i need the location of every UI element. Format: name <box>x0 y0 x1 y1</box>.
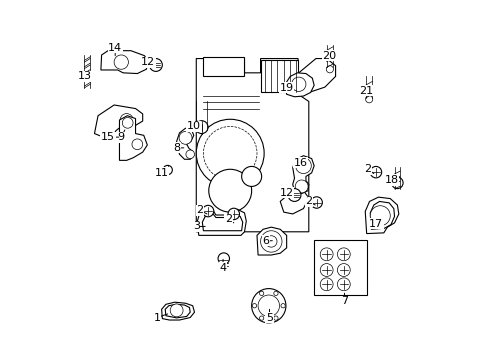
Circle shape <box>281 303 285 308</box>
Polygon shape <box>162 302 194 320</box>
Polygon shape <box>280 191 308 214</box>
Circle shape <box>258 295 279 316</box>
Polygon shape <box>196 59 308 232</box>
Text: 21: 21 <box>359 86 373 96</box>
Circle shape <box>369 206 389 226</box>
Text: 1: 1 <box>153 312 160 323</box>
Circle shape <box>196 119 264 187</box>
Circle shape <box>265 236 276 247</box>
Polygon shape <box>176 128 193 159</box>
Circle shape <box>320 264 332 276</box>
Text: 7: 7 <box>340 296 347 306</box>
Text: 18: 18 <box>384 175 398 185</box>
Text: 2: 2 <box>364 164 370 174</box>
Circle shape <box>163 165 172 175</box>
Circle shape <box>251 289 285 323</box>
Bar <box>203 57 244 76</box>
Polygon shape <box>101 51 148 73</box>
Text: 10: 10 <box>186 121 201 131</box>
Circle shape <box>114 55 128 69</box>
Circle shape <box>369 166 381 178</box>
Circle shape <box>310 197 322 208</box>
Circle shape <box>208 169 251 212</box>
Polygon shape <box>294 59 335 93</box>
Polygon shape <box>285 73 313 97</box>
Polygon shape <box>365 197 398 234</box>
Circle shape <box>260 231 282 252</box>
Polygon shape <box>257 227 286 255</box>
Circle shape <box>320 248 332 261</box>
Circle shape <box>122 117 133 128</box>
Text: 9: 9 <box>118 132 124 142</box>
Circle shape <box>391 177 402 189</box>
Text: 4: 4 <box>219 262 226 273</box>
Circle shape <box>337 278 349 291</box>
Text: 12: 12 <box>279 188 293 198</box>
Text: 3: 3 <box>192 221 200 231</box>
Text: 8: 8 <box>173 143 180 153</box>
Circle shape <box>273 291 278 296</box>
Text: 13: 13 <box>77 71 91 81</box>
Circle shape <box>170 304 183 317</box>
Circle shape <box>259 291 263 296</box>
Text: 6: 6 <box>262 236 269 246</box>
Circle shape <box>241 166 261 186</box>
Text: 20: 20 <box>322 51 336 61</box>
Circle shape <box>295 158 311 174</box>
Text: 2: 2 <box>224 214 231 224</box>
Circle shape <box>365 96 372 103</box>
Circle shape <box>120 113 133 126</box>
Circle shape <box>203 126 257 180</box>
Circle shape <box>320 278 332 291</box>
Text: 12: 12 <box>141 57 155 67</box>
Circle shape <box>132 139 142 150</box>
Bar <box>313 240 366 295</box>
Circle shape <box>179 131 192 144</box>
Text: 5: 5 <box>265 312 272 323</box>
Text: 16: 16 <box>293 158 307 168</box>
Circle shape <box>325 66 333 73</box>
Circle shape <box>227 208 239 220</box>
Bar <box>260 60 298 93</box>
Text: 2: 2 <box>196 205 203 215</box>
Text: 19: 19 <box>279 83 293 93</box>
Circle shape <box>295 180 307 193</box>
Circle shape <box>185 150 194 158</box>
Circle shape <box>202 205 213 217</box>
Polygon shape <box>119 116 147 160</box>
Circle shape <box>273 316 278 320</box>
Polygon shape <box>292 156 313 194</box>
Circle shape <box>218 253 229 264</box>
Circle shape <box>291 77 305 91</box>
Circle shape <box>337 248 349 261</box>
Circle shape <box>195 121 207 134</box>
Circle shape <box>287 189 300 202</box>
Polygon shape <box>94 105 142 137</box>
Text: 11: 11 <box>154 168 168 178</box>
Polygon shape <box>197 209 246 235</box>
Circle shape <box>252 303 256 308</box>
Text: 17: 17 <box>368 219 382 229</box>
Text: 15: 15 <box>101 132 115 142</box>
Circle shape <box>337 264 349 276</box>
Circle shape <box>259 316 263 320</box>
Text: 2: 2 <box>305 197 312 206</box>
Text: 14: 14 <box>108 43 122 53</box>
Circle shape <box>149 59 162 71</box>
